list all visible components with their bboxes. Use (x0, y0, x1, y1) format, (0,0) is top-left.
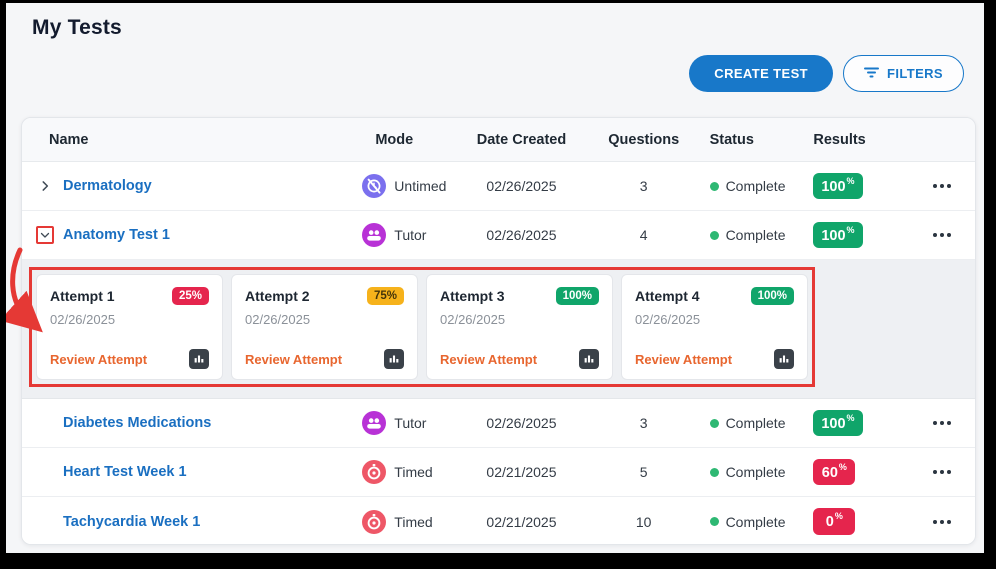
more-options-icon[interactable] (927, 180, 956, 192)
question-count: 4 (639, 227, 648, 243)
bar-chart-icon[interactable] (384, 349, 404, 369)
header-results: Results (813, 131, 866, 148)
date-created-value: 02/21/2025 (486, 513, 557, 530)
table-row: Dermatology Untimed 02/26/2025 3 Complet… (22, 162, 975, 211)
attempt-date: 02/26/2025 (50, 312, 116, 327)
chevron-down-icon[interactable] (36, 226, 54, 244)
table-row: Tachycardia Week 1 Timed 02/21/2025 10 C… (22, 497, 975, 544)
attempt-score-badge: 25% (171, 287, 209, 305)
attempt-label: Attempt 4 (635, 288, 700, 304)
question-count: 3 (639, 178, 648, 194)
attempt-score-badge: 100% (750, 287, 794, 305)
status-label: Complete (725, 513, 786, 530)
bar-chart-icon[interactable] (774, 349, 794, 369)
result-badge: 100% (813, 172, 863, 200)
status-dot-icon (709, 181, 719, 191)
filters-label: FILTERS (887, 66, 943, 81)
test-name-link[interactable]: Anatomy Test 1 (63, 227, 170, 243)
test-name-link[interactable]: Heart Test Week 1 (63, 464, 187, 480)
my-tests-page: My Tests CREATE TEST FILTERS Name Mode D… (6, 3, 984, 553)
date-created-value: 02/21/2025 (486, 464, 557, 480)
status-label: Complete (725, 178, 786, 194)
header-status: Status (709, 131, 754, 148)
header-name: Name (49, 131, 89, 148)
bar-chart-icon[interactable] (189, 349, 209, 369)
status-dot-icon (709, 418, 719, 428)
question-count: 3 (639, 415, 648, 431)
attempt-card: Attempt 2 75% 02/26/2025 Review Attempt (231, 274, 418, 380)
attempt-score-badge: 100% (555, 287, 599, 305)
bar-chart-icon[interactable] (579, 349, 599, 369)
more-options-icon[interactable] (927, 229, 956, 241)
attempt-label: Attempt 1 (50, 288, 115, 304)
result-badge: 100% (813, 221, 863, 249)
chevron-right-icon[interactable] (36, 177, 54, 195)
status-label: Complete (725, 464, 786, 480)
tests-table: Name Mode Date Created Questions Status … (21, 117, 976, 545)
attempt-card: Attempt 3 100% 02/26/2025 Review Attempt (426, 274, 613, 380)
status-dot-icon (709, 467, 719, 477)
date-created-value: 02/26/2025 (486, 178, 557, 194)
table-row: Heart Test Week 1 Timed 02/21/2025 5 Com… (22, 448, 975, 497)
test-name-link[interactable]: Diabetes Medications (63, 415, 212, 431)
test-name-link[interactable]: Dermatology (63, 178, 152, 194)
more-options-icon[interactable] (927, 466, 956, 478)
filter-icon (864, 66, 879, 82)
tutor-icon (362, 223, 387, 247)
status-dot-icon (709, 230, 719, 240)
untimed-icon (362, 174, 387, 198)
date-created-value: 02/26/2025 (486, 415, 557, 431)
result-badge: 0% (813, 508, 856, 535)
mode-label: Timed (394, 464, 433, 480)
toolbar: CREATE TEST FILTERS (689, 55, 964, 92)
attempt-date: 02/26/2025 (245, 312, 311, 327)
more-options-icon[interactable] (927, 516, 956, 528)
attempt-card: Attempt 4 100% 02/26/2025 Review Attempt (621, 274, 808, 380)
table-header-row: Name Mode Date Created Questions Status … (22, 118, 975, 162)
create-test-button[interactable]: CREATE TEST (689, 55, 833, 92)
review-attempt-link[interactable]: Review Attempt (635, 351, 733, 367)
more-options-icon[interactable] (927, 417, 956, 429)
attempt-date: 02/26/2025 (635, 312, 701, 327)
attempt-label: Attempt 3 (440, 288, 505, 304)
attempts-panel: Attempt 1 25% 02/26/2025 Review Attempt … (22, 260, 975, 399)
question-count: 5 (639, 464, 648, 480)
status-label: Complete (725, 415, 786, 431)
review-attempt-link[interactable]: Review Attempt (440, 351, 538, 367)
filters-button[interactable]: FILTERS (843, 55, 964, 92)
mode-label: Tutor (394, 415, 427, 431)
annotation-highlight-box: Attempt 1 25% 02/26/2025 Review Attempt … (29, 267, 815, 387)
result-badge: 60% (813, 458, 856, 486)
review-attempt-link[interactable]: Review Attempt (245, 351, 343, 367)
header-questions: Questions (608, 131, 680, 148)
date-created-value: 02/26/2025 (486, 227, 557, 243)
table-row: Diabetes Medications Tutor 02/26/2025 3 … (22, 399, 975, 448)
review-attempt-link[interactable]: Review Attempt (50, 351, 148, 367)
question-count: 10 (635, 513, 652, 530)
attempt-score-badge: 75% (366, 287, 404, 305)
header-date-created: Date Created (476, 131, 567, 148)
status-dot-icon (709, 517, 719, 526)
test-name-link[interactable]: Tachycardia Week 1 (63, 513, 201, 530)
table-row: Anatomy Test 1 Tutor 02/26/2025 4 Comple… (22, 211, 975, 260)
mode-label: Tutor (394, 227, 427, 243)
header-mode: Mode (375, 131, 414, 148)
timed-icon (362, 460, 387, 484)
status-label: Complete (725, 227, 786, 243)
attempt-label: Attempt 2 (245, 288, 310, 304)
mode-label: Untimed (394, 178, 447, 194)
timed-icon (362, 509, 387, 534)
tutor-icon (362, 411, 387, 435)
page-title: My Tests (32, 16, 122, 39)
mode-label: Timed (394, 513, 433, 530)
attempt-date: 02/26/2025 (440, 312, 506, 327)
attempt-card: Attempt 1 25% 02/26/2025 Review Attempt (36, 274, 223, 380)
result-badge: 100% (813, 409, 863, 437)
